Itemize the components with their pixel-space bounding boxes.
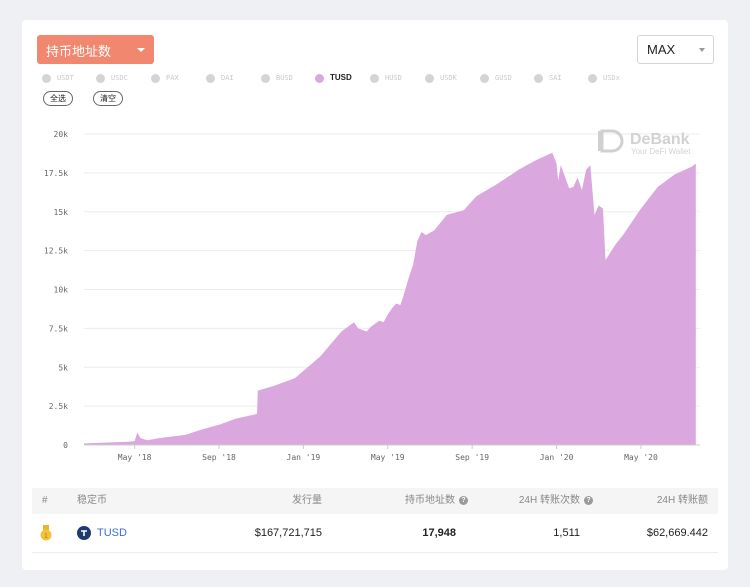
holders-value: 17,948 — [422, 527, 456, 539]
watermark-tagline: Your DeFi Wallet — [631, 147, 691, 156]
legend-label: HUSD — [385, 74, 402, 82]
header-transfers-label: 24H 转账次数 — [518, 495, 580, 506]
y-tick-label: 20k — [54, 130, 69, 139]
legend-dot-icon — [96, 74, 105, 83]
tusd-icon — [77, 526, 91, 541]
volume-value: $62,669.442 — [646, 527, 708, 539]
legend-label: GUSD — [495, 74, 512, 82]
legend-dot-icon — [315, 74, 324, 83]
legend-dot-icon — [261, 74, 270, 83]
metric-dropdown[interactable]: 持币地址数 — [37, 35, 154, 64]
y-tick-label: 12.5k — [44, 247, 68, 256]
table-header: # 稳定币 发行量 持币地址数? 24H 转账次数? 24H 转账额 — [32, 488, 718, 514]
legend-dot-icon — [588, 74, 597, 83]
y-tick-labels: 0 2.5k 5k 7.5k 10k 12.5k 15k 17.5k 20k — [44, 130, 68, 450]
time-range-label: MAX — [647, 42, 676, 57]
debank-watermark: DeBank Your DeFi Wallet — [598, 129, 691, 156]
legend-label: TUSD — [330, 73, 352, 82]
table-row[interactable]: 1 TUSD $167,721,715 17,948 1,511 $62,669… — [32, 514, 718, 552]
legend-label: PAX — [166, 74, 179, 82]
legend-dot-icon — [480, 74, 489, 83]
chevron-down-icon — [699, 48, 705, 52]
header-holders-label: 持币地址数 — [405, 495, 455, 506]
supply-value: $167,721,715 — [254, 527, 322, 539]
legend-label: USDT — [57, 74, 74, 82]
x-tick-label: Jan '19 — [287, 453, 321, 462]
caret-down-icon — [137, 48, 145, 52]
legend-dot-icon — [206, 74, 215, 83]
legend-dot-icon — [425, 74, 434, 83]
x-tick-labels: May '18 Sep '18 Jan '19 May '19 Sep '19 Jan '… — [118, 445, 658, 462]
medal-icon: 1 — [40, 514, 52, 552]
legend-label: USDK — [440, 74, 457, 82]
y-tick-label: 15k — [54, 208, 69, 217]
legend-label: SAI — [549, 74, 562, 82]
header-supply: 发行量 — [292, 495, 322, 506]
metric-dropdown-label: 持币地址数 — [46, 44, 112, 59]
time-range-dropdown[interactable]: MAX — [637, 35, 714, 64]
table-divider — [32, 552, 718, 553]
x-tick-label: May '20 — [624, 453, 658, 462]
x-tick-label: May '18 — [118, 453, 152, 462]
chart-legend: USDT USDC PAX DAI BUSD TUSD HUSD USDK — [42, 72, 722, 86]
gold-medal-icon: 1 — [40, 525, 52, 541]
header-coin: 稳定币 — [77, 495, 107, 506]
y-tick-label: 7.5k — [49, 324, 68, 333]
legend-label: USDx — [603, 74, 620, 82]
y-tick-label: 0 — [63, 441, 68, 450]
header-transfers[interactable]: 24H 转账次数? — [519, 488, 593, 514]
coin-cell[interactable]: TUSD — [77, 514, 127, 552]
header-holders[interactable]: 持币地址数? — [405, 488, 468, 514]
select-all-button[interactable]: 全选 — [43, 91, 73, 106]
legend-dot-icon — [151, 74, 160, 83]
holders-area-chart: 0 2.5k 5k 7.5k 10k 12.5k 15k 17.5k 20k May '18 Se… — [44, 129, 700, 462]
debank-logo-icon — [598, 129, 624, 153]
svg-text:1: 1 — [44, 533, 48, 540]
header-index: # — [42, 495, 48, 506]
help-icon[interactable]: ? — [584, 495, 593, 505]
legend-dot-icon — [370, 74, 379, 83]
watermark-brand: DeBank — [630, 131, 690, 148]
x-tick-label: Sep '19 — [455, 453, 489, 462]
y-tick-label: 10k — [54, 286, 69, 295]
coin-name[interactable]: TUSD — [97, 527, 127, 539]
y-tick-label: 17.5k — [44, 169, 68, 178]
tusd-holders-area — [84, 152, 696, 445]
y-tick-label: 5k — [58, 363, 68, 372]
stablecoin-table: # 稳定币 发行量 持币地址数? 24H 转账次数? 24H 转账额 1 TUS… — [32, 488, 718, 552]
stablecoin-panel: 持币地址数 MAX USDT USDC PAX DAI BUSD TUSD — [22, 20, 728, 570]
header-volume: 24H 转账额 — [656, 495, 708, 506]
x-tick-label: Sep '18 — [202, 453, 236, 462]
legend-dot-icon — [42, 74, 51, 83]
help-icon[interactable]: ? — [459, 495, 468, 505]
legend-dot-icon — [534, 74, 543, 83]
legend-label: DAI — [221, 74, 234, 82]
x-tick-label: May '19 — [371, 453, 405, 462]
y-tick-label: 2.5k — [49, 402, 68, 411]
x-tick-label: Jan '20 — [540, 453, 574, 462]
legend-label: BUSD — [276, 74, 293, 82]
legend-label: USDC — [111, 74, 128, 82]
transfers-value: 1,511 — [553, 527, 580, 539]
clear-button[interactable]: 清空 — [93, 91, 123, 106]
